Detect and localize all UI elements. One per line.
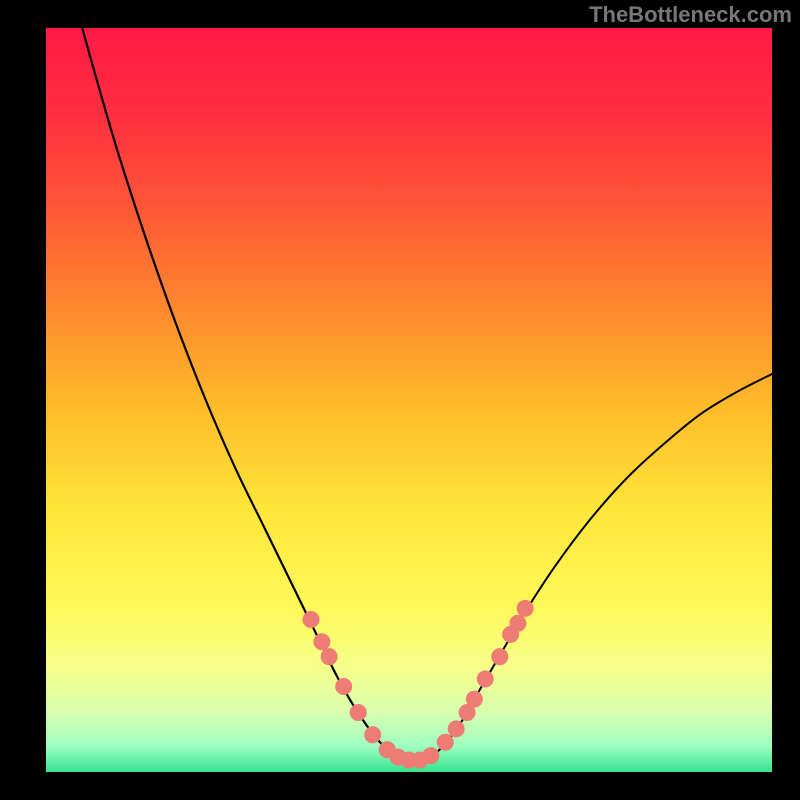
data-marker [303,611,319,627]
data-marker [477,671,493,687]
data-marker [350,704,366,720]
data-marker [492,649,508,665]
data-marker [365,727,381,743]
data-marker [314,634,330,650]
data-marker [466,691,482,707]
data-marker [336,678,352,694]
watermark-text: TheBottleneck.com [589,2,792,28]
bottleneck-chart [46,28,772,772]
data-marker [517,600,533,616]
data-marker [510,615,526,631]
plot-area [46,28,772,772]
gradient-background [46,28,772,772]
data-marker [448,721,464,737]
data-marker [423,748,439,764]
data-marker [321,649,337,665]
data-marker [437,734,453,750]
